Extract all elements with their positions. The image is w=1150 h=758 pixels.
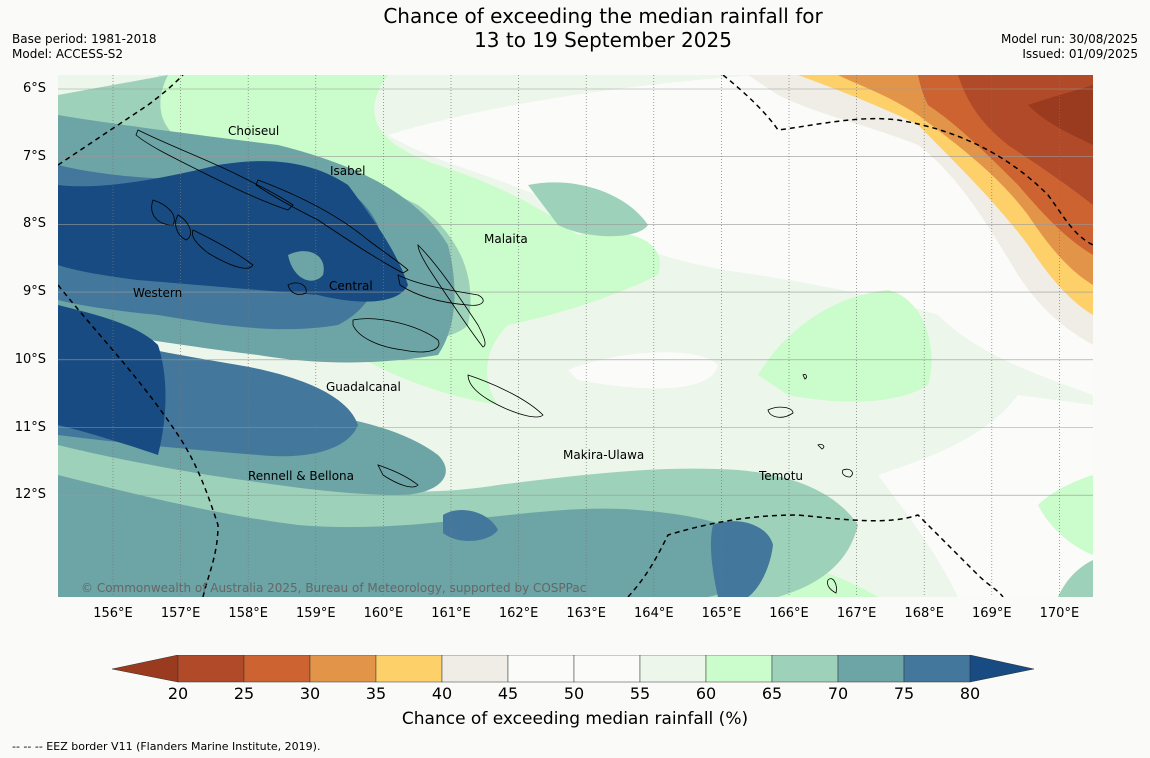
longitude-label: 161°E (431, 606, 471, 621)
zone-65-70-corner (1058, 560, 1093, 597)
colorbar-extend-high (969, 655, 1035, 683)
rainfall-map: Choiseul Isabel Malaita Western Central … (57, 74, 1094, 598)
label-malaita: Malaita (484, 232, 528, 246)
map-panel: Choiseul Isabel Malaita Western Central … (57, 74, 1094, 598)
title-line-2: 13 to 19 September 2025 (474, 28, 732, 52)
run-info: Model run: 30/08/2025 Issued: 01/09/2025 (1001, 32, 1138, 62)
place-labels: Choiseul Isabel Malaita Western Central … (133, 124, 803, 483)
longitude-label: 168°E (904, 606, 944, 621)
eez-borders (57, 74, 1094, 598)
zone-75-80-blob (443, 510, 498, 541)
colorbar-segment (441, 655, 509, 683)
zone-below-20 (1028, 85, 1093, 145)
longitude-label: 156°E (93, 606, 133, 621)
zone-45-55 (388, 75, 1093, 395)
model-name: Model: ACCESS-S2 (12, 47, 124, 61)
graticule (58, 75, 1093, 597)
longitude-label: 159°E (296, 606, 336, 621)
colorbar-segment (705, 655, 773, 683)
longitude-label: 163°E (566, 606, 606, 621)
longitude-label: 162°E (498, 606, 539, 621)
label-central: Central (329, 279, 373, 293)
longitude-label: 169°E (972, 606, 1012, 621)
colorbar-segment (507, 655, 575, 683)
map-title: Chance of exceeding the median rainfall … (0, 4, 1150, 52)
colorbar-tick-label: 65 (761, 684, 783, 703)
issued-date: Issued: 01/09/2025 (1022, 47, 1138, 61)
latitude-label: 7°S (22, 148, 46, 164)
colorbar-segment (771, 655, 839, 683)
colorbar-tick-label: 60 (695, 684, 717, 703)
latitude-label: 6°S (22, 81, 46, 96)
zone-central-white (568, 352, 718, 389)
coastlines (135, 129, 853, 594)
model-info: Base period: 1981-2018 Model: ACCESS-S2 (12, 32, 157, 62)
label-makira-ulawa: Makira-Ulawa (563, 448, 644, 462)
zone-60-65-east (758, 290, 932, 402)
label-choiseul: Choiseul (228, 124, 279, 138)
colorbar-segment (309, 655, 377, 683)
title-line-1: Chance of exceeding the median rainfall … (383, 4, 823, 28)
colorbar-segment (375, 655, 443, 683)
label-isabel: Isabel (330, 164, 365, 178)
zone-45-55-south (878, 395, 1093, 597)
latitude-label: 12°S (14, 487, 46, 503)
colorbar-segment (639, 655, 707, 683)
label-rennell-bellona: Rennell & Bellona (248, 469, 354, 483)
colorbar-tick-label: 55 (629, 684, 651, 703)
longitude-label: 166°E (769, 606, 809, 621)
label-temotu: Temotu (758, 469, 803, 483)
zone-75-80-south (710, 521, 773, 597)
zone-80-blob (338, 243, 378, 277)
longitude-label: 165°E (701, 606, 742, 621)
colorbar-segment (243, 655, 311, 683)
longitude-label: 157°E (160, 606, 201, 621)
longitude-label: 158°E (228, 606, 268, 621)
colorbar-tick-label: 80 (959, 684, 981, 703)
colorbar-tick-label: 20 (167, 684, 189, 703)
zone-65-70-blob (528, 182, 648, 237)
colorbar-tick-label: 75 (893, 684, 915, 703)
longitude-label: 167°E (836, 606, 877, 621)
longitude-label: 160°E (363, 606, 404, 621)
longitude-label: 164°E (634, 606, 674, 621)
latitude-label: 11°S (14, 419, 46, 435)
colorbar-tick-label: 35 (365, 684, 387, 703)
label-western: Western (133, 286, 182, 300)
longitude-label: 170°E (1039, 606, 1080, 621)
colorbar-extend-low (112, 655, 179, 683)
latitude-label: 10°S (14, 351, 46, 367)
zone-70-75-south (58, 475, 758, 597)
base-period: Base period: 1981-2018 (12, 32, 157, 46)
eez-footnote: -- -- -- EEZ border V11 (Flanders Marine… (12, 740, 321, 753)
colorbar-segment (903, 655, 971, 683)
label-guadalcanal: Guadalcanal (326, 380, 401, 394)
colorbar-tick-label: 70 (827, 684, 849, 703)
colorbar-segment (837, 655, 905, 683)
colorbar-tick-label: 40 (431, 684, 453, 703)
zone-isle-blob (288, 251, 324, 281)
colorbar-tick-label: 25 (233, 684, 255, 703)
colorbar-tick-label: 50 (563, 684, 585, 703)
latitude-label: 8°S (22, 216, 46, 232)
model-run: Model run: 30/08/2025 (1000, 32, 1138, 46)
latitude-label: 9°S (22, 284, 46, 300)
zone-80-west (58, 305, 166, 455)
colorbar-tick-label: 30 (299, 684, 321, 703)
colorbar-segment (177, 655, 245, 683)
colorbar-tick-label: 45 (497, 684, 519, 703)
colorbar (112, 655, 1035, 683)
colorbar-segment (573, 655, 641, 683)
colorbar-label: Chance of exceeding median rainfall (%) (401, 709, 749, 729)
copyright-notice: © Commonwealth of Australia 2025, Bureau… (81, 581, 586, 595)
